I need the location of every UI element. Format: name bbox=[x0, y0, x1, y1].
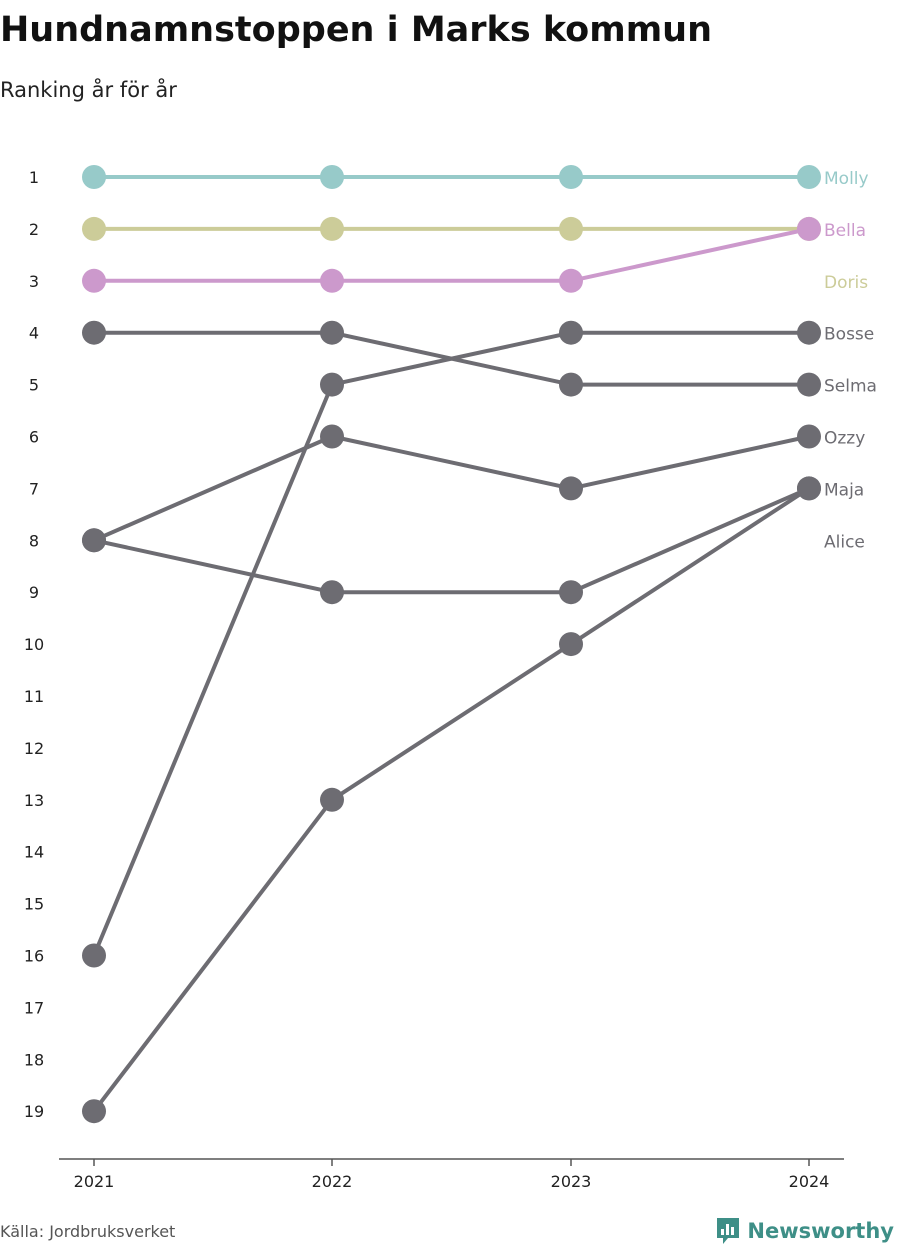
x-tick-label: 2023 bbox=[551, 1172, 592, 1191]
data-point bbox=[320, 320, 344, 345]
data-point bbox=[797, 320, 821, 345]
y-tick-label: 9 bbox=[29, 583, 39, 602]
series-end-label: Bosse bbox=[824, 325, 874, 345]
series-line bbox=[93, 434, 810, 543]
data-point bbox=[320, 216, 344, 241]
y-tick-label: 2 bbox=[29, 220, 39, 239]
data-point bbox=[82, 165, 106, 189]
chart-subtitle: Ranking år för år bbox=[0, 78, 177, 102]
data-point bbox=[320, 424, 344, 449]
series-end-label: Bella bbox=[824, 221, 866, 241]
data-point bbox=[320, 580, 344, 605]
series-line bbox=[92, 330, 809, 957]
y-tick-label: 8 bbox=[29, 531, 39, 550]
data-point bbox=[797, 476, 821, 501]
y-tick-label: 17 bbox=[24, 998, 44, 1017]
y-tick-label: 15 bbox=[24, 895, 44, 914]
chart-title: Hundnamnstoppen i Marks kommun bbox=[0, 10, 712, 50]
data-point bbox=[82, 320, 106, 345]
data-point bbox=[797, 216, 821, 241]
data-point bbox=[797, 424, 821, 449]
data-point bbox=[320, 165, 344, 189]
series-end-label: Alice bbox=[824, 532, 865, 552]
data-point bbox=[559, 372, 583, 397]
series-end-label: Ozzy bbox=[824, 429, 865, 449]
data-point bbox=[559, 476, 583, 501]
series-end-label: Molly bbox=[824, 169, 869, 189]
y-tick-label: 5 bbox=[29, 376, 39, 395]
series-line bbox=[94, 226, 810, 283]
y-tick-label: 6 bbox=[29, 428, 39, 447]
data-point bbox=[82, 1099, 106, 1124]
bar-chart-speech-bubble-icon bbox=[717, 1218, 740, 1244]
y-tick-label: 10 bbox=[24, 635, 44, 654]
data-point bbox=[559, 268, 583, 293]
data-point bbox=[559, 165, 583, 189]
y-tick-label: 1 bbox=[29, 168, 39, 187]
series-line bbox=[92, 486, 811, 1113]
y-tick-label: 19 bbox=[24, 1102, 44, 1121]
data-point bbox=[559, 580, 583, 605]
x-tick-label: 2021 bbox=[74, 1172, 115, 1191]
data-point bbox=[82, 528, 106, 553]
data-point bbox=[82, 216, 106, 241]
data-point bbox=[82, 943, 106, 968]
x-tick-label: 2022 bbox=[312, 1172, 353, 1191]
brand-logo: Newsworthy bbox=[715, 1216, 894, 1246]
y-tick-label: 13 bbox=[24, 791, 44, 810]
series-line bbox=[93, 486, 810, 595]
y-tick-label: 16 bbox=[24, 947, 44, 966]
data-point bbox=[320, 372, 344, 397]
y-tick-label: 12 bbox=[24, 739, 44, 758]
data-point bbox=[797, 165, 821, 189]
y-tick-label: 11 bbox=[24, 687, 44, 706]
data-point bbox=[559, 320, 583, 345]
data-point bbox=[82, 268, 106, 293]
series-line bbox=[94, 330, 809, 387]
data-point bbox=[320, 787, 344, 812]
series-end-label: Doris bbox=[824, 273, 868, 293]
y-tick-label: 7 bbox=[29, 479, 39, 498]
x-tick-label: 2024 bbox=[789, 1172, 830, 1191]
data-point bbox=[559, 216, 583, 241]
data-point bbox=[797, 372, 821, 397]
y-tick-label: 4 bbox=[29, 324, 39, 343]
series-end-label: Selma bbox=[824, 377, 877, 397]
data-point bbox=[559, 632, 583, 657]
series-end-label: Maja bbox=[824, 480, 864, 500]
brand-name: Newsworthy bbox=[747, 1219, 894, 1243]
y-tick-label: 14 bbox=[24, 843, 44, 862]
data-point bbox=[320, 268, 344, 293]
y-tick-label: 18 bbox=[24, 1050, 44, 1069]
source-note: Källa: Jordbruksverket bbox=[0, 1222, 176, 1241]
y-tick-label: 3 bbox=[29, 272, 39, 291]
